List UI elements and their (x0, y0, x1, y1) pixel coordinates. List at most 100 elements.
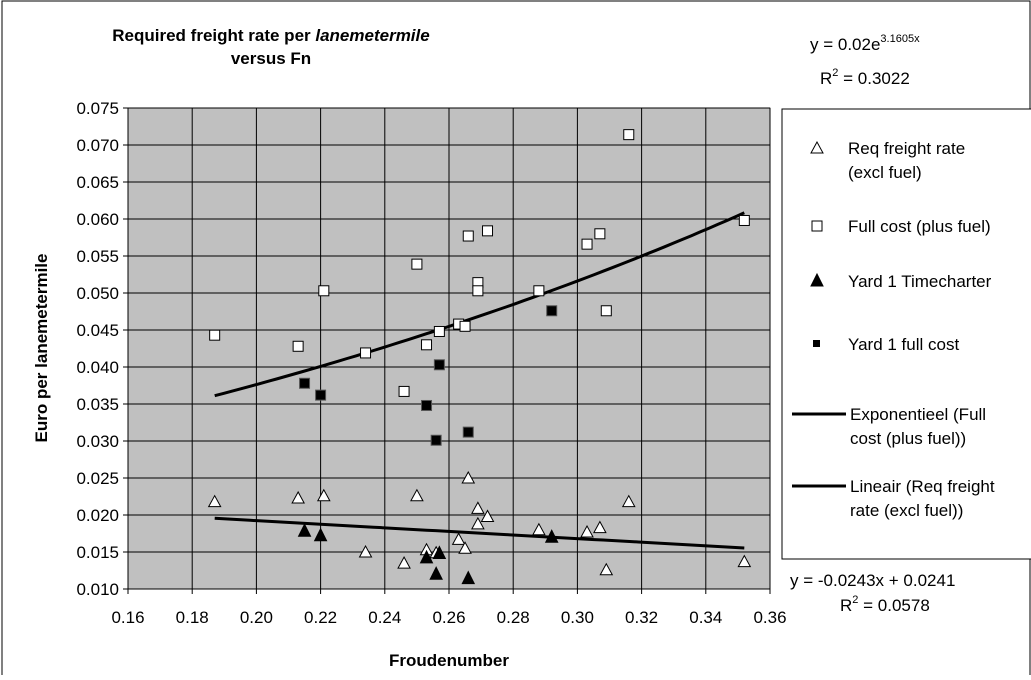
exponential-equation: y = 0.02e3.1605x (810, 33, 920, 54)
y-tick-label: 0.030 (76, 432, 119, 451)
data-point-open-triangle (207, 494, 222, 508)
y-tick-label: 0.075 (76, 99, 119, 118)
data-point-open-square (738, 214, 750, 226)
data-point-filled-square (315, 389, 327, 401)
chart-title-line1: Required freight rate per lanemetermile (112, 26, 429, 45)
data-point-open-square (581, 238, 593, 250)
data-point-open-triangle (316, 488, 331, 502)
data-point-open-square (421, 339, 433, 351)
x-tick-labels: 0.16 0.18 0.20 0.22 0.24 0.26 0.28 0.30 0.32 0.34… (111, 589, 787, 627)
data-point-open-triangle (532, 522, 546, 536)
trendline-layer (214, 211, 745, 550)
y-tick-label: 0.055 (76, 247, 119, 266)
y-tick-labels: 0.010 0.015 0.020 0.025 0.030 0.035 0.040 0.045… (76, 99, 128, 599)
legend-entry: Yard 1 Timecharter (810, 272, 992, 291)
data-point-open-triangle (471, 501, 485, 514)
x-axis-title: Froudenumber (389, 651, 509, 670)
x-tick-label: 0.18 (176, 608, 209, 627)
legend-marker-open-square (811, 220, 823, 232)
legend-entry: Exponentieel (Full cost (plus fuel)) (792, 405, 986, 448)
data-point-open-triangle (458, 541, 472, 554)
data-point-open-triangle (461, 470, 476, 484)
legend-box (781, 108, 1031, 560)
y-tick-label: 0.065 (76, 173, 119, 192)
y-tick-label: 0.045 (76, 321, 119, 340)
data-point-open-triangle (599, 562, 614, 576)
x-tick-label: 0.24 (368, 608, 401, 627)
data-point-open-square (398, 385, 410, 397)
data-point-filled-square (546, 305, 558, 317)
linear-r-squared: R2 = 0.0578 (840, 594, 930, 615)
gridlines (127, 107, 771, 590)
legend-entry: Req freight rate (excl fuel) (810, 139, 965, 182)
legend-marker-filled-square (813, 340, 820, 347)
legend-label: cost (plus fuel)) (850, 429, 966, 448)
data-point-filled-triangle (544, 529, 559, 543)
y-tick-label: 0.025 (76, 469, 119, 488)
data-point-open-square (600, 305, 612, 317)
linear-trendline (214, 516, 745, 550)
data-point-filled-triangle (313, 527, 328, 542)
y-tick-label: 0.070 (76, 136, 119, 155)
data-point-open-triangle (580, 524, 594, 538)
x-tick-label: 0.36 (753, 608, 786, 627)
data-point-open-triangle (358, 544, 373, 558)
legend: Req freight rate (excl fuel) Full cost (pl… (792, 139, 995, 520)
y-tick-label: 0.040 (76, 358, 119, 377)
exponential-trendline (214, 211, 745, 398)
data-point-open-square (411, 258, 423, 270)
data-point-filled-square (299, 377, 311, 389)
x-tick-label: 0.22 (304, 608, 337, 627)
data-point-open-square (462, 230, 474, 242)
exponential-r-squared: R2 = 0.3022 (820, 67, 910, 88)
data-point-filled-triangle (419, 549, 434, 564)
x-tick-label: 0.32 (625, 608, 658, 627)
legend-label: Yard 1 Timecharter (848, 272, 992, 291)
legend-marker-filled-triangle (810, 272, 824, 287)
data-point-filled-triangle (297, 523, 312, 537)
data-point-filled-square (433, 359, 445, 371)
data-point-filled-square (430, 434, 442, 446)
legend-entry: Yard 1 full cost (813, 335, 959, 354)
data-point-open-square (472, 285, 484, 297)
data-point-open-triangle (397, 556, 411, 569)
legend-label: Full cost (plus fuel) (848, 217, 991, 236)
legend-label: (excl fuel) (848, 163, 922, 182)
y-axis-title: Euro per lanemetermile (32, 254, 51, 443)
y-tick-label: 0.050 (76, 284, 119, 303)
legend-marker-open-triangle (810, 140, 824, 154)
data-point-open-square (533, 285, 545, 297)
data-point-open-square (459, 320, 471, 332)
data-point-open-triangle (291, 490, 305, 504)
data-point-open-square (482, 225, 494, 237)
data-point-open-square (433, 325, 445, 337)
legend-label: Yard 1 full cost (848, 335, 959, 354)
y-tick-label: 0.060 (76, 210, 119, 229)
data-point-open-square (360, 347, 372, 359)
y-tick-label: 0.010 (76, 580, 119, 599)
x-tick-label: 0.20 (240, 608, 273, 627)
data-point-filled-triangle (432, 545, 447, 559)
data-point-open-triangle (621, 494, 636, 508)
chart-title-line2: versus Fn (231, 49, 311, 68)
data-point-open-square (292, 340, 304, 352)
data-point-open-triangle (737, 554, 752, 568)
y-tick-label: 0.020 (76, 506, 119, 525)
data-point-filled-square (462, 426, 474, 438)
y-tick-label: 0.015 (76, 543, 119, 562)
legend-entry: Lineair (Req freight rate (excl fuel)) (792, 477, 995, 520)
data-marker-layer (207, 129, 752, 585)
data-point-open-triangle (471, 516, 485, 530)
data-point-open-triangle (451, 532, 466, 545)
x-tick-label: 0.34 (689, 608, 722, 627)
x-tick-label: 0.16 (111, 608, 144, 627)
legend-entry: Full cost (plus fuel) (811, 217, 991, 236)
legend-label: Req freight rate (848, 139, 965, 158)
data-point-open-square (623, 129, 635, 141)
data-point-open-triangle (410, 488, 424, 502)
x-tick-label: 0.28 (497, 608, 530, 627)
legend-label: rate (excl fuel)) (850, 501, 963, 520)
data-point-filled-square (421, 399, 433, 411)
